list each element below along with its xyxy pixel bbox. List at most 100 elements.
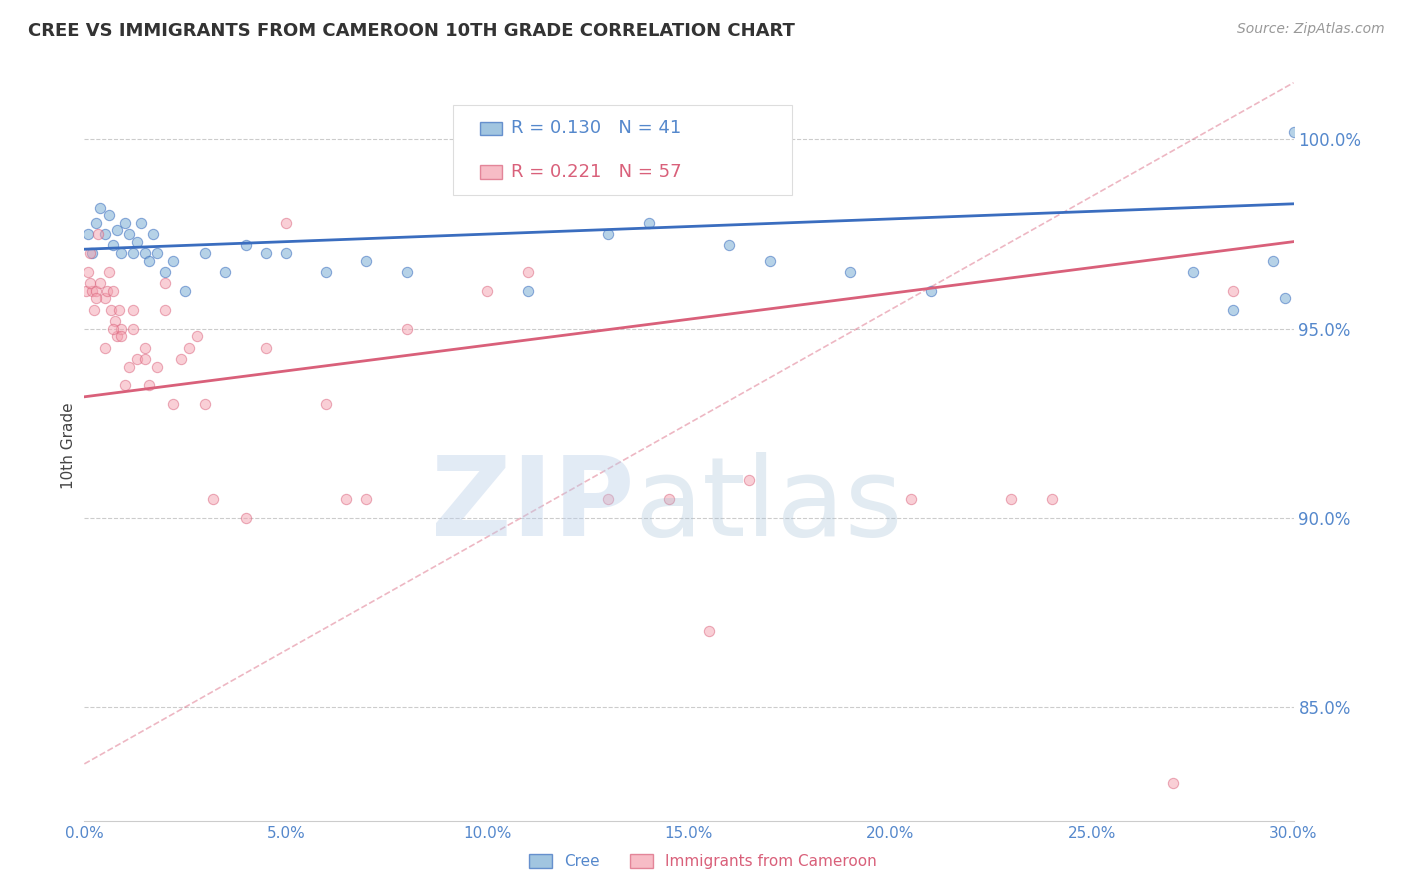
Point <box>186 329 208 343</box>
Point <box>697 624 720 639</box>
Point <box>1274 292 1296 306</box>
Point <box>89 277 111 291</box>
Point <box>179 341 201 355</box>
Point <box>82 284 104 298</box>
Point <box>134 351 156 366</box>
Point <box>162 397 184 411</box>
Y-axis label: 10th Grade: 10th Grade <box>60 402 76 490</box>
Point <box>758 253 780 268</box>
Point <box>356 253 378 268</box>
Point <box>1181 265 1204 279</box>
Point <box>110 246 132 260</box>
Point <box>738 473 761 487</box>
Point <box>516 284 538 298</box>
Point <box>93 341 115 355</box>
Point <box>214 265 236 279</box>
Point <box>100 302 122 317</box>
Point <box>315 397 337 411</box>
Point <box>153 277 176 291</box>
Point <box>1222 302 1244 317</box>
Point <box>87 227 110 241</box>
Point <box>110 321 132 335</box>
Point <box>153 265 176 279</box>
Point <box>83 302 105 317</box>
Point <box>134 341 156 355</box>
Point <box>718 238 741 252</box>
Point <box>254 246 277 260</box>
Point <box>97 208 120 222</box>
Point <box>93 292 115 306</box>
Point <box>1040 491 1063 506</box>
Text: R = 0.130   N = 41: R = 0.130 N = 41 <box>512 120 682 137</box>
Point <box>114 216 136 230</box>
Point <box>598 227 620 241</box>
FancyBboxPatch shape <box>453 105 792 195</box>
Point <box>162 253 184 268</box>
Point <box>101 238 124 252</box>
Point <box>274 246 297 260</box>
Point <box>235 511 257 525</box>
Point <box>637 216 659 230</box>
Point <box>194 246 217 260</box>
Point <box>86 284 108 298</box>
Point <box>107 302 129 317</box>
FancyBboxPatch shape <box>479 121 502 135</box>
Point <box>194 397 217 411</box>
Point <box>1263 253 1285 268</box>
Point <box>356 491 378 506</box>
Point <box>254 341 277 355</box>
Point <box>104 314 127 328</box>
Point <box>153 302 176 317</box>
Point <box>274 216 297 230</box>
Point <box>1000 491 1022 506</box>
Point <box>598 491 620 506</box>
Point <box>101 321 124 335</box>
Point <box>658 491 681 506</box>
Point <box>235 238 257 252</box>
Point <box>77 265 100 279</box>
Point <box>86 292 108 306</box>
Point <box>1161 776 1184 790</box>
Point <box>110 329 132 343</box>
Point <box>96 284 118 298</box>
Text: CREE VS IMMIGRANTS FROM CAMEROON 10TH GRADE CORRELATION CHART: CREE VS IMMIGRANTS FROM CAMEROON 10TH GR… <box>28 22 794 40</box>
Point <box>202 491 225 506</box>
Point <box>142 227 165 241</box>
Point <box>146 246 169 260</box>
Text: Source: ZipAtlas.com: Source: ZipAtlas.com <box>1237 22 1385 37</box>
Text: atlas: atlas <box>634 452 903 559</box>
Point <box>93 227 115 241</box>
Point <box>839 265 862 279</box>
Point <box>125 351 148 366</box>
Point <box>315 265 337 279</box>
Point <box>118 227 141 241</box>
Point <box>174 284 197 298</box>
Point <box>134 246 156 260</box>
Point <box>79 277 101 291</box>
Point <box>89 201 111 215</box>
FancyBboxPatch shape <box>479 165 502 178</box>
Point <box>129 216 152 230</box>
Point <box>335 491 357 506</box>
Point <box>395 265 418 279</box>
Point <box>395 321 418 335</box>
Point <box>138 378 160 392</box>
Point <box>82 246 104 260</box>
Point <box>125 235 148 249</box>
Point <box>79 246 101 260</box>
Point <box>118 359 141 374</box>
Point <box>1282 125 1305 139</box>
Point <box>1222 284 1244 298</box>
Point <box>77 227 100 241</box>
Point <box>170 351 193 366</box>
Point <box>477 284 499 298</box>
Point <box>900 491 922 506</box>
Legend: Cree, Immigrants from Cameroon: Cree, Immigrants from Cameroon <box>523 848 883 875</box>
Point <box>121 302 143 317</box>
Point <box>97 265 120 279</box>
Point <box>101 284 124 298</box>
Point <box>105 329 128 343</box>
Point <box>121 321 143 335</box>
Point <box>138 253 160 268</box>
Point <box>75 284 97 298</box>
